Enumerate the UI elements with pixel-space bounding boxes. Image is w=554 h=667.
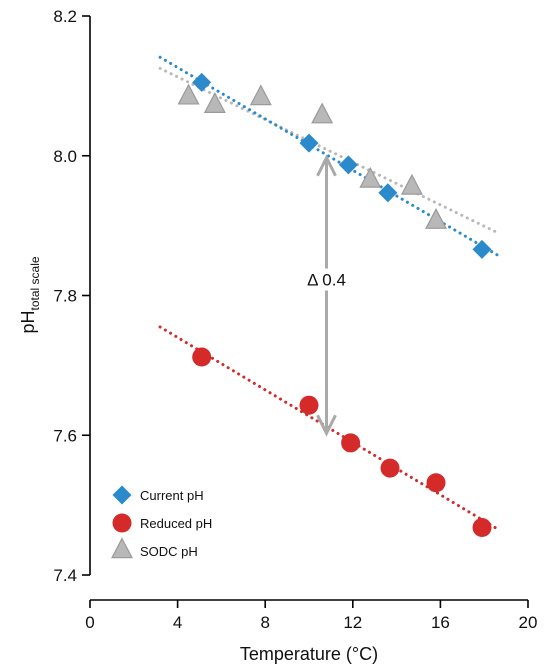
reduced-ph-point <box>426 473 446 493</box>
legend-item-sodc: SODC pH <box>111 537 198 559</box>
data-markers <box>177 72 492 537</box>
reduced-ph-point <box>472 517 492 537</box>
sodc-ph-point <box>249 84 272 106</box>
y-tick-label: 8.2 <box>53 7 77 26</box>
legend-symbol-current <box>112 485 132 505</box>
reduced-ph-point <box>341 433 361 453</box>
x-tick-label: 12 <box>343 613 362 632</box>
legend-label-current: Current pH <box>140 488 204 503</box>
sodc-ph-point <box>359 166 382 188</box>
axes <box>89 16 528 601</box>
current-ph-point <box>299 133 319 153</box>
delta-label: Δ 0.4 <box>307 271 346 290</box>
trend-line-sodc <box>158 66 499 235</box>
reduced-ph-point <box>380 458 400 478</box>
y-tick-label: 8.0 <box>53 147 77 166</box>
legend-label-reduced: Reduced pH <box>140 516 212 531</box>
legend-item-current: Current pH <box>112 485 204 505</box>
y-tick-label: 7.4 <box>53 566 77 585</box>
sodc-ph-point <box>203 92 226 113</box>
x-tick-label: 0 <box>85 613 94 632</box>
reduced-ph-point <box>192 347 212 367</box>
y-tick-label: 7.6 <box>53 426 77 445</box>
legend: Current pH Reduced pH SODC pH <box>111 485 212 559</box>
y-axis-title-main: pH <box>18 311 38 334</box>
sodc-ph-point <box>311 102 334 124</box>
sodc-ph-point <box>425 208 448 229</box>
y-axis-title-sub: total scale <box>28 256 42 310</box>
x-axis-title: Temperature (°C) <box>240 644 378 664</box>
delta-annotation: Δ 0.4 <box>300 154 353 437</box>
legend-item-reduced: Reduced pH <box>112 513 212 533</box>
legend-current-symbol <box>112 485 132 505</box>
legend-symbol-sodc <box>111 537 133 559</box>
x-tick-label: 8 <box>260 613 269 632</box>
current-ph-point <box>472 239 492 259</box>
x-ticks: 0 4 8 12 16 20 <box>85 600 537 632</box>
trend-line-current <box>158 55 499 257</box>
legend-symbol-reduced <box>112 513 132 533</box>
reduced-ph-point <box>299 395 319 415</box>
trend-lines <box>158 55 499 531</box>
legend-label-sodc: SODC pH <box>140 544 198 559</box>
y-axis-title: pHtotal scale <box>18 256 42 333</box>
x-tick-label: 4 <box>173 613 182 632</box>
delta-label-background <box>300 268 353 291</box>
delta-arrow-head-bottom <box>316 414 337 437</box>
delta-arrow-head-top <box>316 154 337 177</box>
current-ph-point <box>338 155 358 175</box>
current-ph-point <box>378 183 398 203</box>
x-tick-label: 16 <box>431 613 450 632</box>
y-ticks: 7.4 7.6 7.8 8.0 8.2 <box>53 7 90 585</box>
x-tick-label: 20 <box>519 613 538 632</box>
legend-sodc-symbol <box>111 537 133 559</box>
sodc-ph-point <box>177 83 200 105</box>
y-tick-label: 7.8 <box>53 287 77 306</box>
sodc-ph-point <box>400 173 423 195</box>
legend-reduced-symbol <box>112 513 132 533</box>
current-ph-point <box>192 72 212 92</box>
